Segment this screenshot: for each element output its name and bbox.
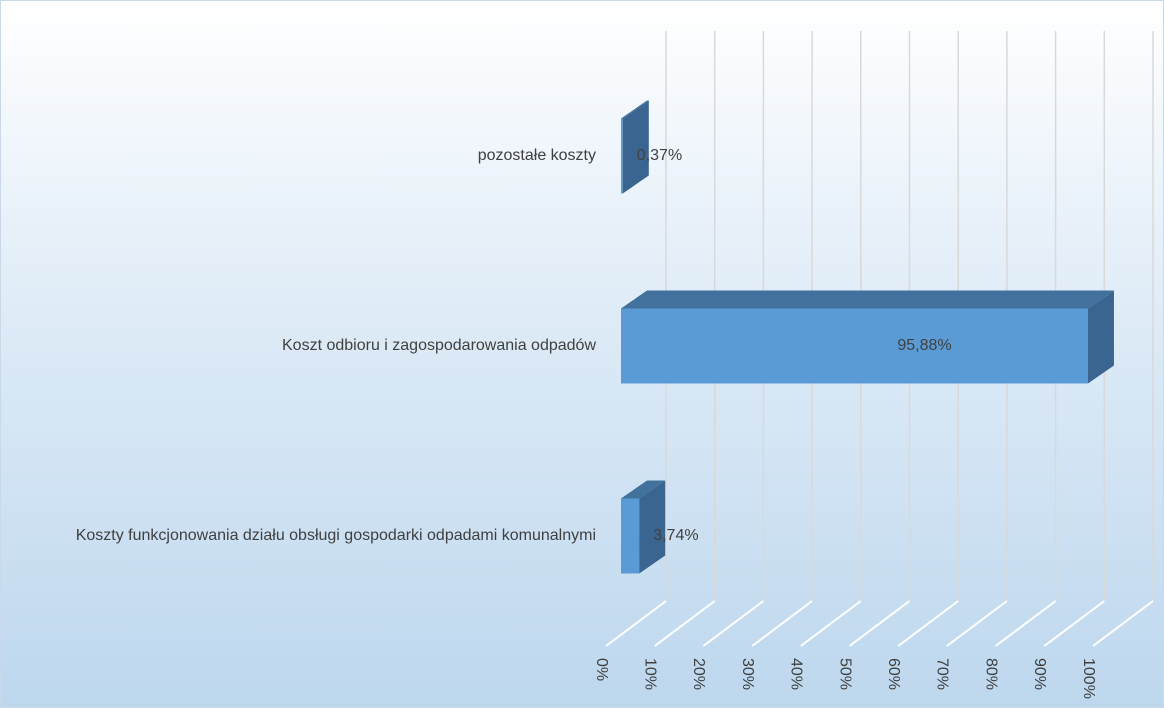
floor-grid-line	[994, 600, 1057, 647]
x-tick-label: 30%	[739, 658, 756, 690]
bar-side	[1087, 290, 1114, 384]
value-label: 0,37%	[637, 147, 682, 164]
bar-top	[621, 480, 666, 499]
x-tick-label: 0%	[593, 658, 610, 681]
category-text: Koszt odbioru i zagospodarowania odpadów	[282, 337, 596, 354]
category-label: pozostałe koszty	[11, 145, 596, 167]
floor-grid-line	[848, 600, 911, 647]
x-tick-label: 100%	[1080, 658, 1097, 699]
x-tick-label: 20%	[690, 658, 707, 690]
bar-side	[622, 100, 649, 194]
x-tick-label: 90%	[1031, 658, 1048, 690]
bar-top	[621, 290, 1114, 309]
bar-front	[621, 118, 623, 194]
x-tick-label: 40%	[788, 658, 805, 690]
floor-grid-line	[946, 600, 1008, 647]
bar-front	[621, 308, 1088, 384]
bar-front	[621, 498, 640, 574]
x-tick-label: 10%	[641, 658, 658, 690]
value-label: 95,88%	[897, 337, 951, 354]
category-label: Koszty funkcjonowania działu obsługi gos…	[11, 525, 596, 547]
floor-grid-line	[800, 600, 862, 647]
floor-grid-line	[605, 600, 667, 647]
floor-grid-line	[897, 600, 959, 647]
x-tick-label: 80%	[982, 658, 999, 690]
floor-grid-line	[1092, 600, 1154, 647]
category-text: pozostałe koszty	[477, 147, 596, 164]
x-tick-label: 50%	[836, 658, 853, 690]
floor-grid-line	[751, 600, 813, 647]
category-label: Koszt odbioru i zagospodarowania odpadów	[11, 335, 596, 357]
floor-grid-line	[1043, 600, 1105, 647]
x-tick-label: 70%	[934, 658, 951, 690]
bar-side	[639, 480, 666, 574]
value-label: 3,74%	[653, 527, 698, 544]
x-tick-label: 60%	[885, 658, 902, 690]
category-text: Koszty funkcjonowania działu obsługi gos…	[75, 527, 596, 544]
bar-top	[621, 100, 649, 119]
floor-grid-line	[702, 600, 765, 647]
floor-grid-line	[654, 600, 716, 647]
